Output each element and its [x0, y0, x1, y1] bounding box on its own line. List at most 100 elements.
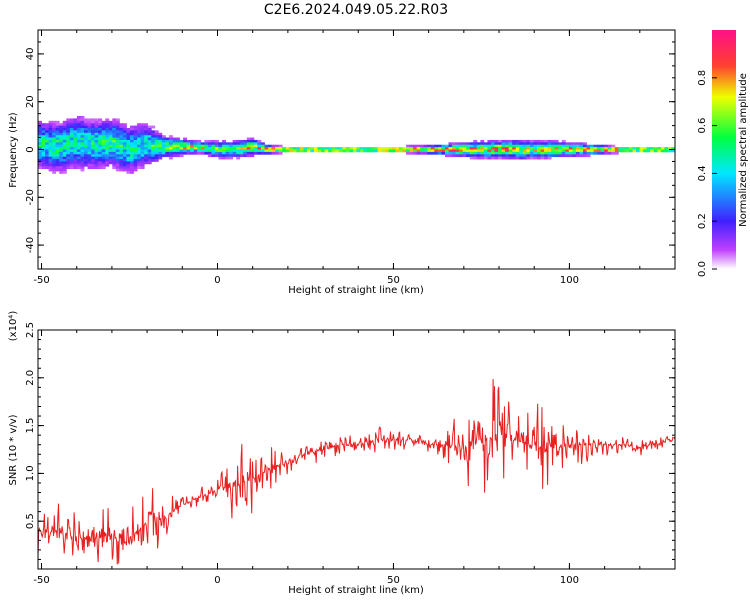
heatmap-cell	[66, 130, 71, 134]
heatmap-cell	[112, 151, 117, 155]
heatmap-cell	[137, 159, 142, 162]
heatmap-cell	[512, 149, 517, 153]
heatmap-cell	[133, 168, 138, 172]
heatmap-cell	[105, 161, 110, 165]
heatmap-cell	[547, 154, 552, 158]
heatmap-cell	[441, 144, 446, 148]
heatmap-cell	[253, 139, 258, 143]
heatmap-cell	[604, 147, 609, 150]
heatmap-cell	[80, 120, 85, 124]
heatmap-cell	[614, 147, 619, 150]
heatmap-cell	[487, 142, 492, 146]
heatmap-cell	[190, 139, 195, 143]
heatmap-cell	[52, 135, 57, 138]
heatmap-cell	[260, 147, 265, 150]
heatmap-cell	[459, 142, 464, 146]
heatmap-cell	[59, 163, 64, 167]
heatmap-cell	[115, 156, 120, 160]
heatmap-cell	[462, 142, 467, 146]
heatmap-cell	[197, 149, 202, 153]
heatmap-cell	[98, 163, 103, 167]
heatmap-cell	[490, 139, 495, 143]
heatmap-cell	[165, 137, 170, 141]
heatmap-cell	[505, 144, 510, 148]
heatmap-cell	[130, 144, 134, 148]
heatmap-cell	[154, 159, 159, 162]
heatmap-cell	[115, 159, 120, 162]
heatmap-cell	[423, 147, 428, 150]
heatmap-cell	[331, 147, 336, 150]
heatmap-cell	[84, 161, 88, 165]
heatmap-cell	[561, 139, 566, 143]
heatmap-cell	[529, 156, 534, 160]
heatmap-cell	[158, 147, 163, 150]
heatmap-cell	[41, 137, 46, 141]
heatmap-cell	[565, 144, 570, 148]
colorbar-ticks: 0.0 0.2 0.4 0.6 0.8	[697, 70, 717, 277]
heatmap-cell	[126, 135, 131, 138]
heatmap-cell	[55, 147, 60, 150]
heatmap-cell	[151, 135, 156, 138]
heatmap-cell	[147, 125, 152, 129]
heatmap-cell	[551, 147, 556, 150]
heatmap-cell	[639, 147, 644, 150]
heatmap-cell	[455, 149, 460, 153]
heatmap-cell	[112, 163, 117, 167]
heatmap-cell	[80, 132, 85, 136]
heatmap-cell	[41, 159, 46, 162]
heatmap-cell	[236, 156, 241, 160]
heatmap-cell	[94, 127, 99, 131]
heatmap-cell	[561, 142, 566, 146]
heatmap-cell	[41, 130, 46, 134]
heatmap-cell	[579, 144, 584, 148]
heatmap-cell	[437, 144, 442, 148]
spectrogram-xlabel: Height of straight line (km)	[288, 285, 424, 296]
heatmap-cell	[501, 139, 506, 143]
heatmap-cell	[487, 151, 492, 155]
heatmap-cell	[218, 142, 223, 146]
heatmap-cell	[69, 149, 74, 153]
heatmap-cell	[296, 147, 301, 150]
heatmap-cell	[87, 159, 92, 162]
heatmap-cell	[151, 151, 156, 155]
heatmap-cell	[522, 149, 527, 153]
heatmap-cell	[38, 156, 42, 160]
heatmap-cell	[87, 161, 92, 165]
heatmap-cell	[204, 151, 209, 155]
heatmap-cell	[45, 147, 50, 150]
colorbar-tick-label: 0.0	[697, 261, 708, 277]
heatmap-cell	[452, 154, 456, 158]
heatmap-cell	[172, 151, 177, 155]
heatmap-cell	[69, 151, 74, 155]
heatmap-cell	[55, 144, 60, 148]
heatmap-cell	[119, 149, 124, 153]
heatmap-cell	[225, 149, 230, 153]
heatmap-cell	[480, 151, 485, 155]
heatmap-cell	[119, 159, 124, 162]
heatmap-cell	[105, 149, 110, 153]
heatmap-cell	[190, 142, 195, 146]
heatmap-cell	[211, 139, 216, 143]
heatmap-cell	[48, 156, 53, 160]
heatmap-cell	[533, 151, 538, 155]
heatmap-cell	[455, 154, 460, 158]
heatmap-cell	[498, 151, 502, 155]
heatmap-cell	[607, 144, 612, 148]
heatmap-cell	[565, 149, 570, 153]
heatmap-cell	[232, 147, 237, 150]
heatmap-cell	[55, 149, 60, 153]
heatmap-cell	[533, 142, 538, 146]
heatmap-cell	[522, 147, 527, 150]
heatmap-cell	[101, 137, 106, 141]
heatmap-cell	[271, 144, 276, 148]
heatmap-cell	[452, 151, 456, 155]
heatmap-cell	[172, 149, 177, 153]
heatmap-cell	[207, 147, 212, 150]
heatmap-cell	[91, 135, 96, 138]
heatmap-cell	[158, 137, 163, 141]
heatmap-cell	[126, 159, 131, 162]
heatmap-cell	[222, 154, 226, 158]
heatmap-cell	[391, 147, 396, 150]
heatmap-cell	[565, 142, 570, 146]
heatmap-cell	[345, 147, 350, 150]
